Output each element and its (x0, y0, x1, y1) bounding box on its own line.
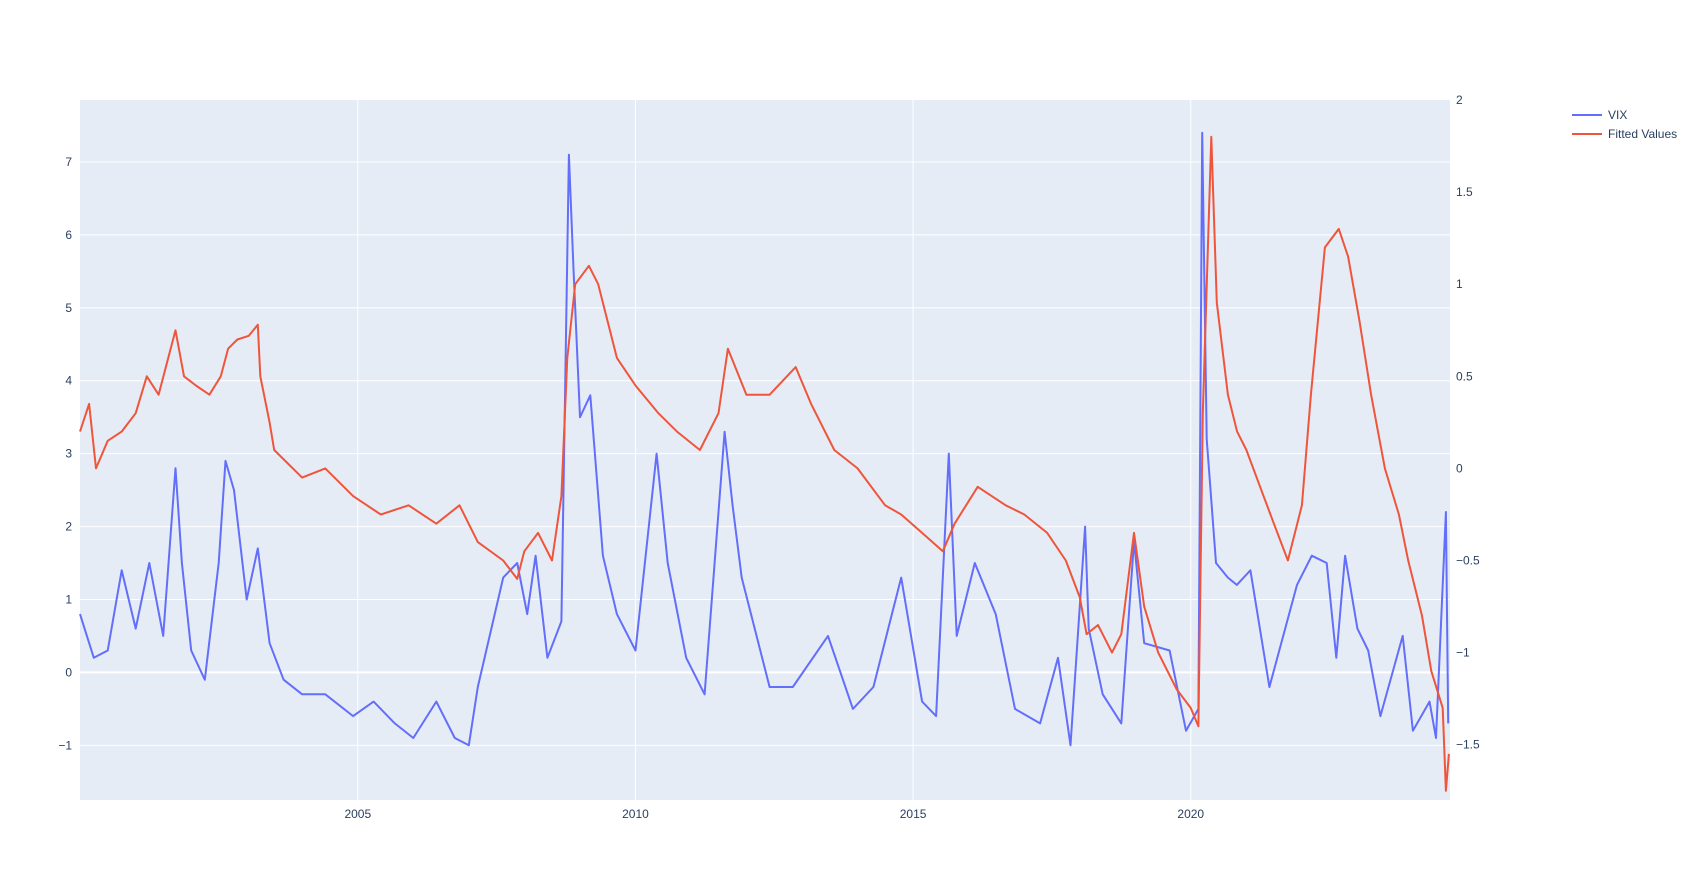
y-tick-label: −1 (58, 738, 72, 752)
legend[interactable]: VIX Fitted Values (1572, 108, 1677, 141)
y2-tick-label: −1.5 (1456, 738, 1480, 752)
y-tick-label: 6 (65, 228, 72, 242)
y-tick-label: 7 (65, 155, 72, 169)
x-tick-label: 2020 (1177, 807, 1204, 821)
x-tick-label: 2015 (900, 807, 927, 821)
y2-tick-label: 2 (1456, 93, 1463, 107)
legend-label-fitted-values[interactable]: Fitted Values (1608, 127, 1677, 141)
legend-label-vix[interactable]: VIX (1608, 108, 1627, 122)
y2-tick-label: 1 (1456, 277, 1463, 291)
plot-background (80, 100, 1450, 800)
grid-lines (80, 100, 1450, 800)
y-tick-label: 1 (65, 592, 72, 606)
x-tick-label: 2010 (622, 807, 649, 821)
x-tick-label: 2005 (344, 807, 371, 821)
y2-tick-label: −0.5 (1456, 554, 1480, 568)
y2-tick-label: 0.5 (1456, 369, 1473, 383)
series-line-fitted-values (79, 135, 1450, 792)
series-layer (79, 131, 1450, 792)
y-tick-label: 3 (65, 447, 72, 461)
y2-tick-label: 1.5 (1456, 185, 1473, 199)
y-tick-label: 0 (65, 665, 72, 679)
y2-tick-label: −1 (1456, 646, 1470, 660)
series-line-vix (79, 131, 1450, 747)
y-tick-label: 4 (65, 374, 72, 388)
axis-labels: −1 0 1 2 3 4 5 6 7 −1.5 −1 −0.5 0 0.5 1 1.5 2 2005 2010 201… (58, 93, 1480, 821)
y-tick-label: 2 (65, 520, 72, 534)
y2-tick-label: 0 (1456, 461, 1463, 475)
y-tick-label: 5 (65, 301, 72, 315)
